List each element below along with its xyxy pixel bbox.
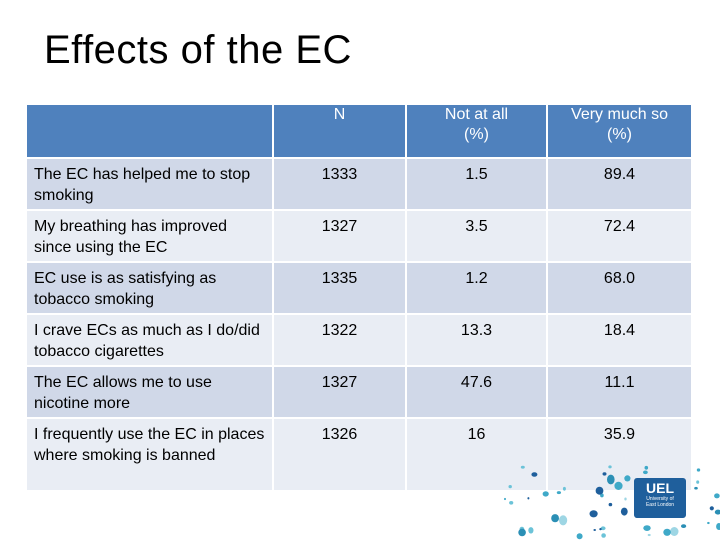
decorative-dot (589, 510, 598, 518)
very-much-cell: 72.4 (546, 209, 693, 263)
n-cell: 1326 (272, 417, 407, 492)
decorative-dot (601, 533, 606, 538)
decorative-dot (542, 491, 549, 497)
n-cell: 1335 (272, 261, 407, 315)
very-much-cell: 11.1 (546, 365, 693, 419)
statement-cell: I frequently use the EC in places where … (25, 417, 274, 492)
logo-subtitle-1: University of (646, 496, 674, 502)
decorative-dot (518, 528, 526, 537)
n-cell: 1327 (272, 365, 407, 419)
decorative-dot (670, 527, 679, 536)
decorative-dot (620, 507, 628, 516)
slide-title: Effects of the EC (44, 28, 352, 72)
header-n: N (272, 103, 407, 159)
decorative-dot (519, 526, 525, 531)
decorative-dot (647, 533, 651, 537)
header-not-at-all: Not at all (%) (405, 103, 548, 159)
very-much-cell: 35.9 (546, 417, 693, 492)
decorative-dot (599, 528, 602, 531)
table-row: EC use is as satisfying as tobacco smoki… (25, 261, 693, 315)
decorative-dot (600, 526, 606, 531)
decorative-dot (509, 501, 514, 505)
statement-cell: EC use is as satisfying as tobacco smoki… (25, 261, 274, 315)
decorative-dot (694, 486, 698, 490)
uel-logo: UEL University of East London (634, 478, 686, 518)
decorative-dot (663, 528, 671, 536)
decorative-dot (527, 497, 530, 500)
table-header-row: N Not at all (%) Very much so (%) (25, 103, 693, 159)
not-at-all-cell: 3.5 (405, 209, 548, 263)
table-row: The EC allows me to use nicotine more 13… (25, 365, 693, 419)
table-row: I crave ECs as much as I do/did tobacco … (25, 313, 693, 367)
not-at-all-cell: 1.5 (405, 157, 548, 211)
statement-cell: The EC has helped me to stop smoking (25, 157, 274, 211)
results-table: N Not at all (%) Very much so (%) The EC h… (25, 103, 693, 492)
table-row: I frequently use the EC in places where … (25, 417, 693, 492)
decorative-dot (714, 493, 720, 499)
decorative-dot (559, 515, 568, 526)
decorative-dot (707, 521, 710, 525)
table-row: The EC has helped me to stop smoking 133… (25, 157, 693, 211)
decorative-dot (696, 468, 701, 472)
logo-name: UEL (646, 480, 674, 496)
decorative-dot (608, 502, 613, 507)
decorative-dot (716, 523, 720, 530)
n-cell: 1333 (272, 157, 407, 211)
decorative-dot (681, 524, 687, 528)
decorative-dot (624, 497, 627, 501)
very-much-cell: 89.4 (546, 157, 693, 211)
n-cell: 1327 (272, 209, 407, 263)
decorative-dot (576, 533, 583, 540)
decorative-dot (643, 525, 651, 531)
decorative-dot (551, 514, 559, 523)
logo-subtitle-2: East London (645, 502, 675, 508)
statement-cell: The EC allows me to use nicotine more (25, 365, 274, 419)
not-at-all-cell: 1.2 (405, 261, 548, 315)
decorative-dot (696, 480, 700, 484)
n-cell: 1322 (272, 313, 407, 367)
decorative-dot (504, 497, 506, 501)
decorative-dot (600, 493, 604, 498)
very-much-cell: 18.4 (546, 313, 693, 367)
table-row: My breathing has improved since using th… (25, 209, 693, 263)
statement-cell: I crave ECs as much as I do/did tobacco … (25, 313, 274, 367)
statement-cell: My breathing has improved since using th… (25, 209, 274, 263)
not-at-all-cell: 16 (405, 417, 548, 492)
very-much-cell: 68.0 (546, 261, 693, 315)
not-at-all-cell: 13.3 (405, 313, 548, 367)
decorative-dot (709, 506, 714, 511)
header-very-much-so: Very much so (%) (546, 103, 693, 159)
decorative-dot (714, 509, 720, 515)
decorative-dot (528, 527, 534, 534)
decorative-dot (593, 529, 596, 531)
header-statement (25, 103, 274, 159)
not-at-all-cell: 47.6 (405, 365, 548, 419)
